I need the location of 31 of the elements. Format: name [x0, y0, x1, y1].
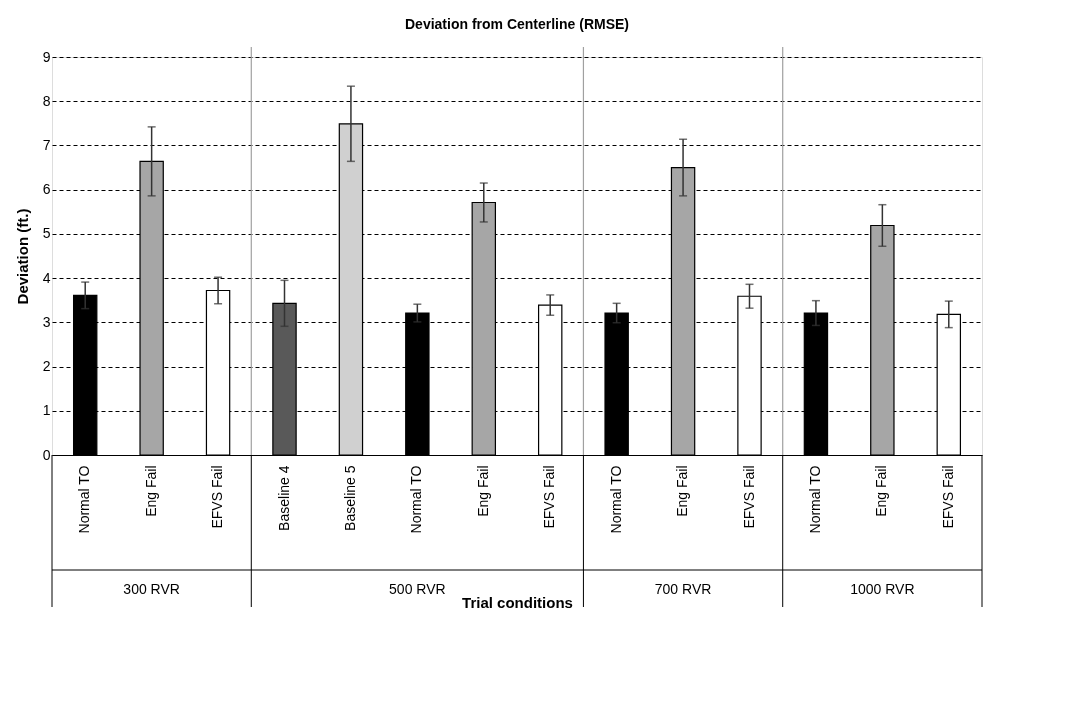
text: 300 RVR — [123, 581, 180, 597]
y-tick-label: 9 — [42, 48, 51, 65]
x-tick-label: EFVS Fail — [740, 465, 757, 529]
y-tick-label: 2 — [42, 358, 51, 375]
y-tick-label: 6 — [42, 181, 51, 198]
x-tick-label: Eng Fail — [474, 465, 491, 517]
x-tick-label: Baseline 5 — [341, 465, 358, 531]
chart-title: Deviation from Centerline (RMSE) — [404, 16, 630, 33]
x-tick-label: Eng Fail — [674, 465, 691, 517]
x-tick-label: Eng Fail — [142, 465, 159, 517]
y-tick-label: 1 — [42, 402, 51, 419]
x-tick-label: Normal TO — [607, 465, 624, 534]
y-tick-label: 7 — [42, 136, 51, 153]
text: 700 RVR — [654, 581, 712, 597]
y-tick-label: 8 — [42, 92, 51, 109]
y-axis-title: Deviation (ft.) — [13, 208, 31, 305]
x-tick-label: Normal TO — [408, 465, 425, 534]
y-tick-label: 0 — [42, 446, 51, 463]
x-tick-label: Normal TO — [806, 465, 823, 534]
x-tick-label: Normal TO — [76, 465, 93, 534]
text: 500 RVR — [389, 581, 446, 597]
y-tick-label: 5 — [42, 225, 51, 242]
x-axis-title: Trial conditions — [462, 593, 573, 611]
x-tick-label: EFVS Fail — [541, 465, 558, 529]
text: 1000 RVR — [850, 581, 915, 597]
x-tick-label: Baseline 4 — [275, 465, 292, 531]
y-tick-label: 3 — [42, 313, 51, 330]
x-tick-label: EFVS Fail — [209, 465, 226, 529]
x-tick-label: EFVS Fail — [939, 465, 956, 529]
y-tick-label: 4 — [42, 269, 51, 286]
x-tick-label: Eng Fail — [873, 465, 890, 517]
